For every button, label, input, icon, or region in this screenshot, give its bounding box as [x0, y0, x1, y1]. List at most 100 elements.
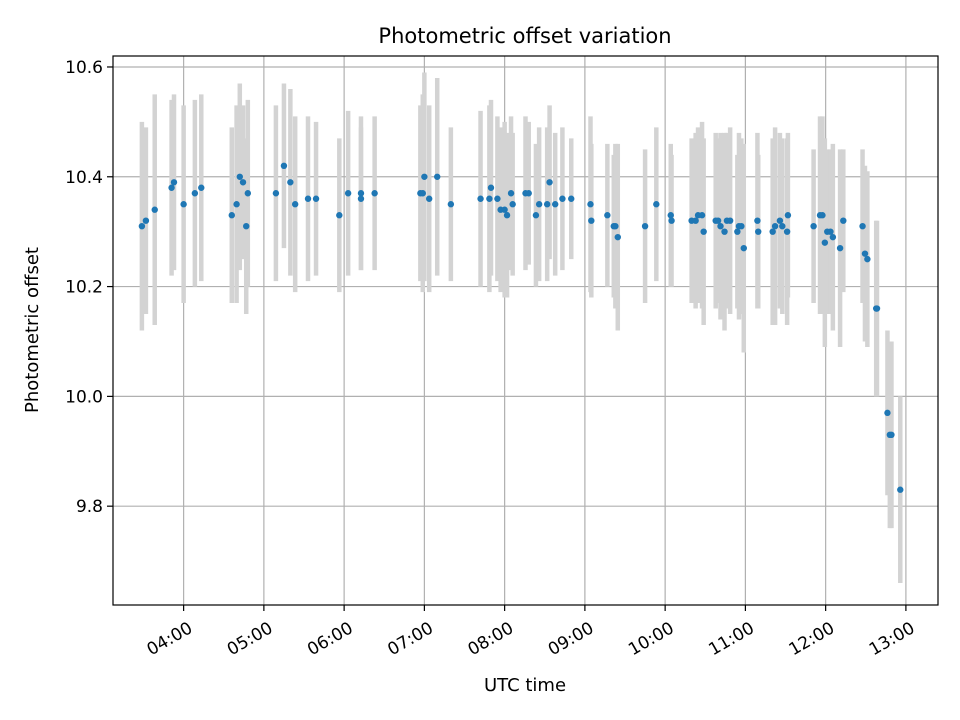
data-point — [344, 190, 352, 197]
data-point — [236, 173, 243, 180]
data-point — [291, 201, 299, 208]
data-point — [667, 212, 674, 219]
data-point — [447, 201, 455, 208]
data-point — [614, 233, 621, 241]
data-point — [304, 195, 312, 202]
y-tick-label: 10.6 — [65, 58, 103, 78]
data-point — [142, 217, 150, 224]
data-point — [546, 179, 553, 186]
data-point — [151, 206, 158, 213]
data-point — [692, 217, 699, 224]
data-point — [829, 233, 837, 241]
data-point — [180, 201, 187, 208]
data-point — [425, 195, 433, 202]
data-point — [487, 184, 495, 191]
data-point — [612, 222, 619, 230]
data-point — [421, 173, 428, 180]
data-point — [698, 212, 706, 219]
data-point — [503, 212, 511, 219]
data-point — [864, 255, 871, 263]
y-tick-label: 9.8 — [76, 497, 103, 517]
data-point — [568, 195, 575, 202]
data-point — [228, 212, 235, 219]
data-point — [287, 179, 294, 186]
data-point — [532, 212, 540, 219]
data-point — [836, 244, 844, 252]
data-point — [509, 201, 516, 208]
data-point — [170, 179, 178, 186]
data-point — [721, 228, 728, 235]
data-point — [888, 431, 895, 439]
data-points — [138, 162, 904, 493]
data-point — [551, 201, 559, 208]
data-point — [861, 250, 869, 257]
data-point — [771, 222, 779, 230]
data-point — [714, 217, 722, 224]
data-point — [779, 222, 786, 230]
data-point — [272, 190, 280, 197]
data-point — [755, 228, 762, 235]
y-axis-label: Photometric offset — [22, 247, 43, 413]
data-point — [827, 228, 834, 235]
data-point — [769, 228, 776, 235]
data-point — [371, 190, 378, 197]
data-point — [138, 222, 146, 230]
data-point — [819, 212, 826, 219]
data-point — [357, 190, 365, 197]
data-point — [525, 190, 532, 197]
data-point — [873, 305, 881, 312]
y-axis-ticks: 9.8 10.0 10.2 10.4 10.6 — [65, 58, 113, 517]
data-point — [740, 244, 747, 252]
x-axis-label: UTC time — [484, 675, 566, 696]
data-point — [588, 217, 595, 224]
data-point — [312, 195, 320, 202]
y-tick-label: 10.2 — [65, 278, 103, 298]
data-point — [783, 228, 791, 235]
data-point — [239, 179, 247, 186]
data-point — [244, 190, 252, 197]
data-point — [168, 184, 175, 191]
data-point — [776, 217, 784, 224]
data-point — [419, 190, 426, 197]
data-point — [587, 201, 594, 208]
data-point — [543, 201, 551, 208]
data-point — [280, 162, 288, 169]
chart-title: Photometric offset variation — [378, 24, 671, 48]
data-point — [507, 190, 515, 197]
data-point — [641, 222, 649, 230]
data-point — [604, 212, 611, 219]
data-point — [477, 195, 484, 202]
data-point — [486, 195, 493, 202]
data-point — [884, 409, 891, 417]
data-point — [700, 228, 707, 235]
data-point — [717, 222, 724, 230]
data-point — [784, 212, 792, 219]
data-point — [840, 217, 847, 224]
data-point — [243, 222, 250, 230]
data-point — [501, 206, 508, 213]
data-point — [653, 201, 660, 208]
data-point — [726, 217, 734, 224]
data-point — [198, 184, 205, 191]
data-point — [336, 212, 343, 219]
plot-frame — [112, 55, 939, 606]
data-point — [754, 217, 761, 224]
data-point — [859, 222, 866, 230]
data-point — [535, 201, 543, 208]
data-point — [357, 195, 365, 202]
data-point — [191, 190, 199, 197]
data-point — [494, 195, 501, 202]
data-point — [734, 228, 741, 235]
data-point — [821, 239, 829, 246]
y-tick-label: 10.4 — [65, 168, 103, 188]
data-point — [668, 217, 675, 224]
data-point — [897, 486, 904, 493]
data-point — [810, 222, 817, 230]
data-point — [559, 195, 566, 202]
data-point — [434, 173, 441, 180]
y-tick-label: 10.0 — [65, 387, 103, 407]
data-point — [738, 222, 745, 230]
data-point — [233, 201, 240, 208]
